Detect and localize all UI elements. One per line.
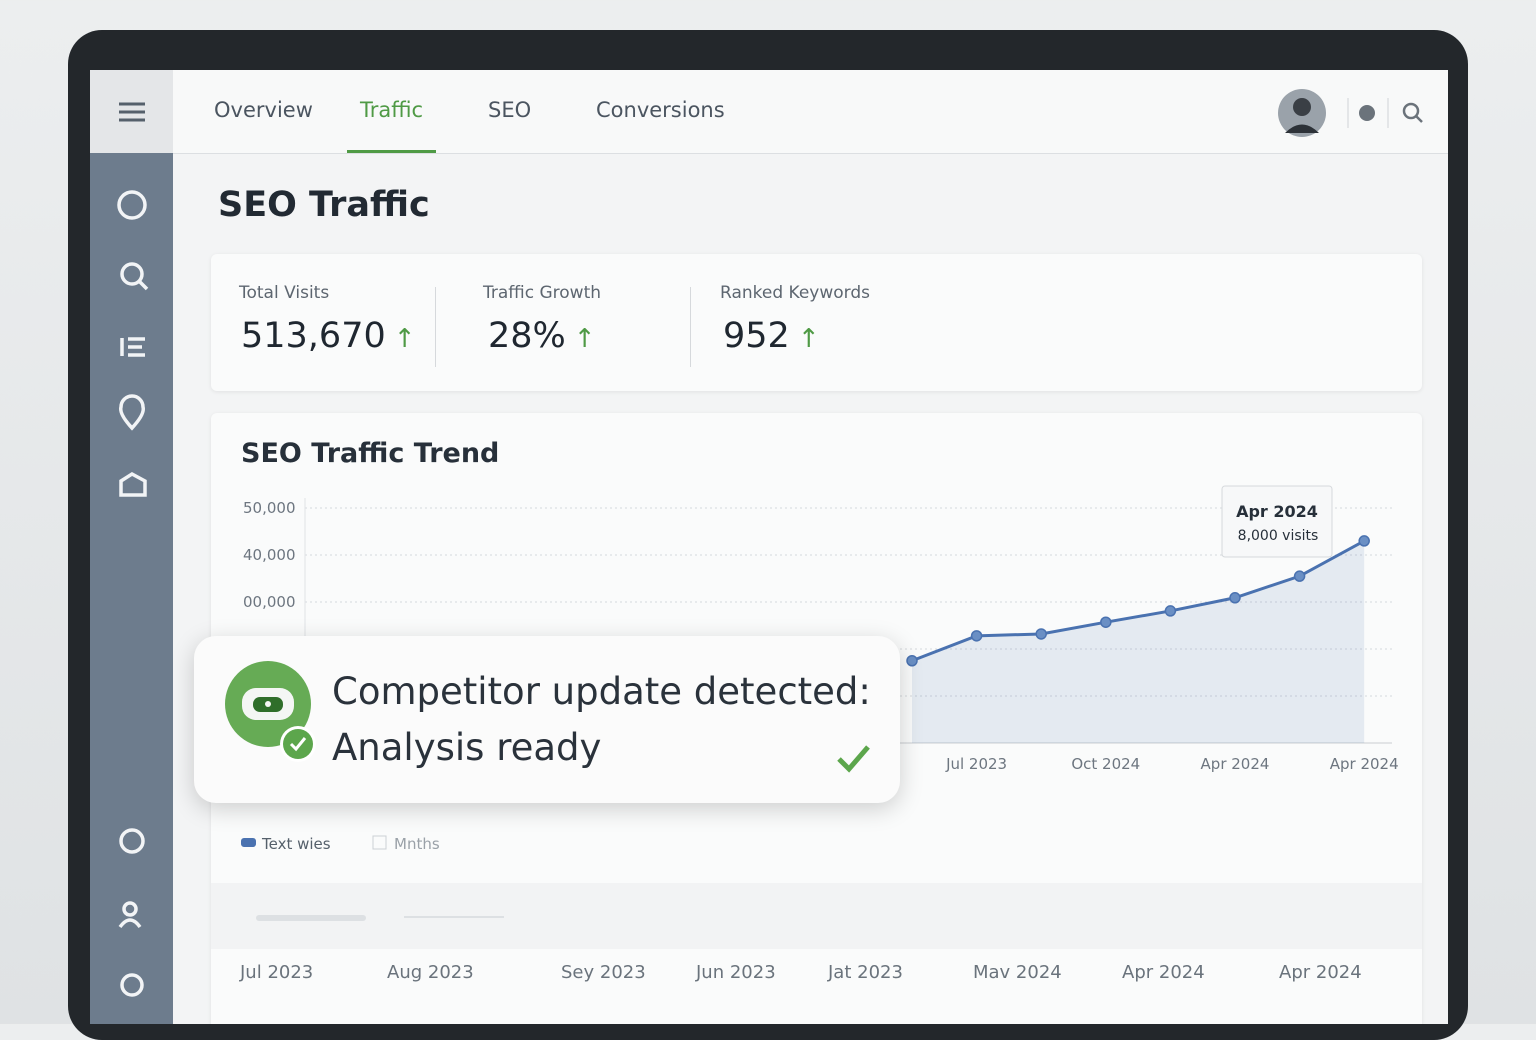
toggle-box bbox=[372, 835, 387, 850]
separator bbox=[690, 287, 691, 367]
point bbox=[1229, 592, 1241, 604]
table-date: Aug 2023 bbox=[387, 962, 474, 983]
metric: 28% ↑ bbox=[488, 316, 596, 356]
y-tick-label: 40,000 bbox=[243, 546, 296, 564]
page-title: SEO Traffic bbox=[218, 185, 430, 225]
check-icon bbox=[837, 745, 870, 773]
metric-label: Traffic Growth bbox=[483, 283, 602, 303]
toast-text: Analysis ready bbox=[332, 726, 602, 769]
metric-value: 28% bbox=[488, 316, 566, 356]
point bbox=[906, 655, 918, 667]
x-tick-label: Oct 2024 bbox=[1071, 755, 1140, 773]
toast[interactable]: Competitor update detected: Analysis rea… bbox=[194, 636, 900, 803]
y-tick-label: 00,000 bbox=[243, 593, 296, 611]
menu-icon bbox=[119, 102, 145, 122]
table-date: Mav 2024 bbox=[973, 962, 1062, 983]
area bbox=[912, 540, 1365, 743]
tooltip-box bbox=[1221, 485, 1333, 558]
point bbox=[1293, 570, 1306, 582]
point bbox=[1100, 616, 1112, 628]
chart-title: SEO Traffic Trend bbox=[241, 438, 499, 469]
table-date: Jul 2023 bbox=[240, 962, 314, 983]
toast-text: Competitor update detected: bbox=[332, 670, 871, 713]
chart: SEO Traffic Trend 50,00040,00000,0002000… bbox=[241, 438, 1399, 853]
up-arrow: ↑ bbox=[393, 324, 416, 354]
metric-value: 952 bbox=[723, 316, 790, 356]
tooltip-text: 8,000 visits bbox=[1238, 528, 1319, 544]
table-date: Apr 2024 bbox=[1279, 962, 1362, 983]
up-arrow: ↑ bbox=[573, 324, 596, 354]
tab-underline bbox=[347, 150, 437, 153]
legend-swatch bbox=[241, 838, 256, 847]
nav-tab[interactable]: Overview bbox=[214, 98, 313, 122]
metric-value: 513,670 bbox=[241, 316, 386, 356]
sidebar bbox=[90, 153, 173, 1024]
point bbox=[1164, 605, 1177, 617]
placeholder-bar bbox=[256, 915, 366, 921]
x-tick-label: Jul 2023 bbox=[945, 755, 1007, 773]
up-arrow: ↑ bbox=[797, 324, 820, 354]
separator bbox=[435, 287, 436, 367]
x-tick-label: Apr 2024 bbox=[1330, 755, 1399, 773]
tooltip-title: Apr 2024 bbox=[1236, 502, 1318, 521]
metric-label: Total Visits bbox=[239, 283, 330, 303]
placeholder-bar bbox=[404, 916, 504, 918]
x-tick-label: Apr 2024 bbox=[1201, 755, 1270, 773]
metric: 513,670 ↑ bbox=[241, 316, 416, 356]
point bbox=[1035, 628, 1047, 640]
sidebar-icons bbox=[117, 190, 149, 997]
table-date: Apr 2024 bbox=[1122, 962, 1205, 983]
menu-button[interactable] bbox=[90, 70, 173, 153]
table-date: Jat 2023 bbox=[828, 962, 903, 983]
metric-label: Ranked Keywords bbox=[720, 283, 870, 303]
top-bar: Overview Traffic SEO Conversions bbox=[90, 70, 1448, 154]
nav-tab[interactable]: SEO bbox=[488, 98, 532, 122]
bot-icon bbox=[225, 661, 316, 762]
header-icons bbox=[1278, 89, 1423, 137]
y-tick-label: 50,000 bbox=[243, 499, 296, 517]
metric: 952 ↑ bbox=[723, 316, 820, 356]
nav-tab[interactable]: Conversions bbox=[596, 98, 725, 122]
screen: Overview Traffic SEO Conversions SEO Tra bbox=[90, 70, 1448, 1024]
toggle-label: Mnths bbox=[394, 835, 440, 853]
legend-label: Text wies bbox=[261, 835, 331, 853]
point bbox=[1358, 535, 1370, 547]
point bbox=[970, 630, 983, 642]
table-date: Jun 2023 bbox=[696, 962, 776, 983]
metrics-card: Total Visits 513,670 ↑ Traffic Growth 28%… bbox=[211, 254, 1422, 391]
line bbox=[911, 539, 1365, 663]
table-date: Sey 2023 bbox=[561, 962, 646, 983]
nav-tab[interactable]: Traffic bbox=[360, 98, 424, 122]
